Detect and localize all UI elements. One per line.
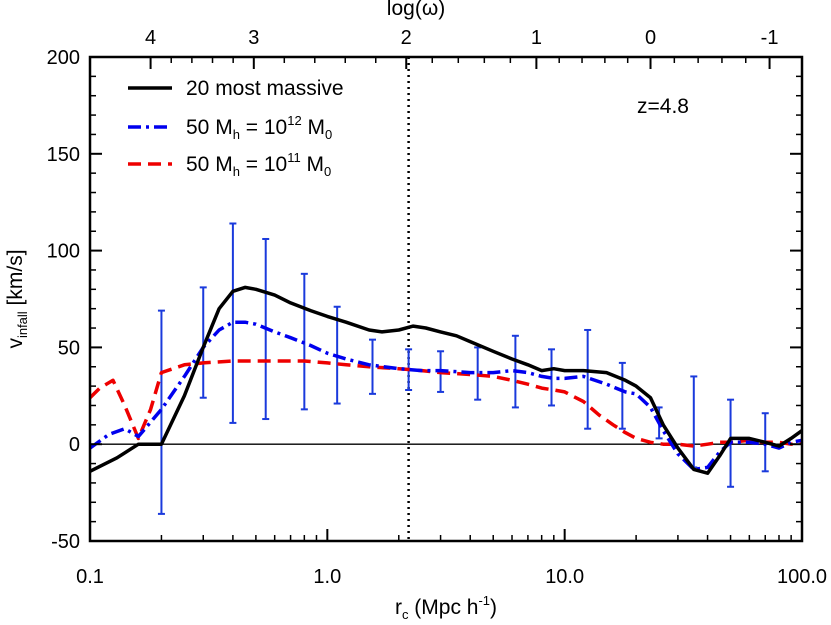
top-tick-label-3: 2 [401,27,412,49]
x-tick-label-4: 100.0 [777,566,827,588]
top-axis-title: log(ω) [387,0,445,20]
series-line-m11 [90,359,802,448]
top-tick-label-1: 4 [145,27,156,49]
plot-frame [88,55,804,543]
x-tick-label-3: 10.0 [545,566,584,588]
x-tick-label-1: 0.1 [76,566,104,588]
top-tick-label-2: 3 [248,27,259,49]
series-line-massive [90,285,802,475]
legend-label-massive: 20 most massive [186,77,344,100]
y-tick-label-6: 200 [47,47,80,69]
y-tick-label-5: 150 [47,144,80,166]
top-tick-label-4: 1 [531,27,542,49]
axis-ticks [89,56,803,542]
plot-area [90,57,802,541]
legend-label-m11: 50 Mh = 1011 M0 [186,150,331,179]
y-tick-label-1: -50 [51,531,80,553]
top-tick-label-6: -1 [761,27,779,49]
plot-content [90,57,802,541]
series-line-m12 [90,320,802,472]
legend-label-m12: 50 Mh = 1012 M0 [186,113,332,142]
y-tick-label-4: 100 [47,241,80,263]
redshift-annotation: z=4.8 [637,95,689,118]
x-tick-label-2: 1.0 [313,566,341,588]
legend: 20 most massive 50 Mh = 1012 M0 50 Mh = 10… [128,77,344,179]
x-axis-title: rc (Mpc h-1) [395,593,497,622]
y-tick-label-2: 0 [69,434,80,456]
top-tick-label-5: 0 [645,27,656,49]
tick-labels: 0.1 1.0 10.0 100.0 -50 0 50 100 150 200 4 3 2 1 0 -1 [47,27,827,588]
y-tick-label-3: 50 [58,337,80,359]
y-axis-title: vinfall [km/s] [4,249,30,348]
